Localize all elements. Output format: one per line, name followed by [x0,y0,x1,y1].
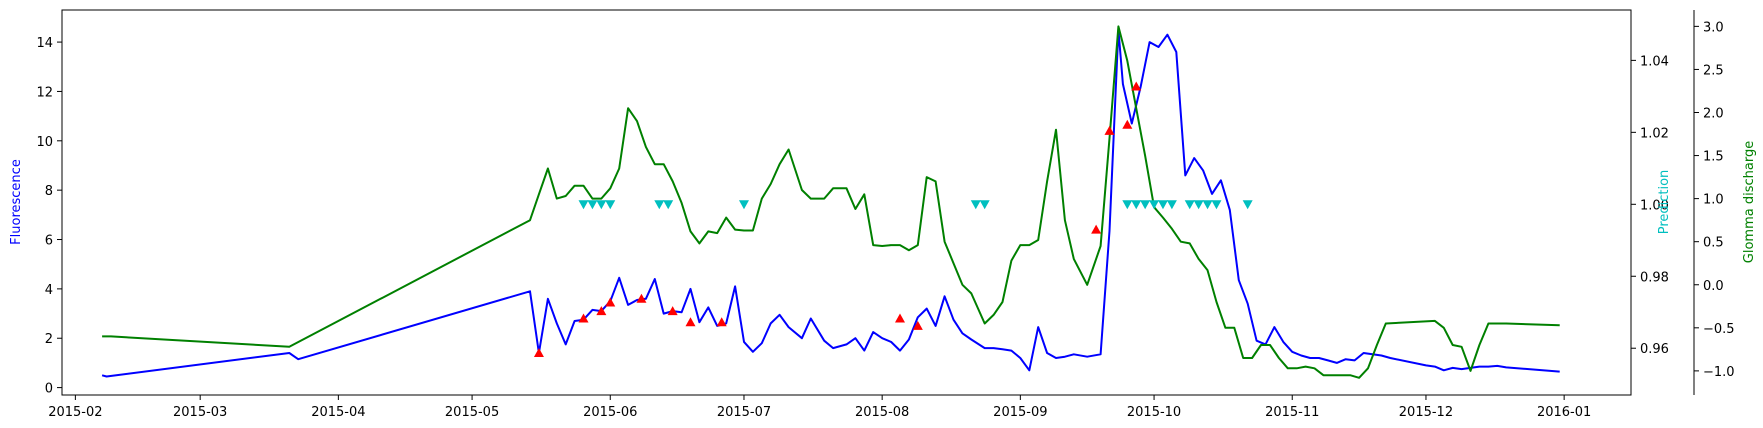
prediction-marker [587,200,598,210]
prediction-marker [979,200,990,210]
fluorescence-marker [533,348,544,358]
prediction-marker [1242,200,1253,210]
glomma-discharge-tick-label: −1.0 [1703,365,1735,380]
glomma-discharge-tick-label: 0.0 [1703,279,1724,294]
prediction-marker [596,200,607,210]
prediction-marker [738,200,749,210]
prediction-marker [663,200,674,210]
prediction-marker [1184,200,1195,210]
prediction-marker [1131,200,1142,210]
fluorescence-marker [716,317,727,327]
glomma-discharge-tick-label: 0.5 [1703,236,1724,251]
prediction-axis-label: Prediction [1657,170,1672,235]
x-tick-label: 2015-02 [48,405,102,420]
prediction-marker [1157,200,1168,210]
fluorescence-marker [605,297,616,307]
fluorescence-tick-label: 12 [36,85,53,100]
x-tick-label: 2015-07 [717,405,771,420]
fluorescence-marker [685,317,696,327]
fluorescence-marker [894,313,905,323]
plot-layer [101,25,1560,379]
prediction-marker [1122,200,1133,210]
fluorescence-marker [667,306,678,316]
fluorescence-tick-label: 10 [36,135,53,150]
glomma-discharge-tick-label: 1.0 [1703,193,1724,208]
x-tick-label: 2016-01 [1537,405,1591,420]
prediction-marker [1166,200,1177,210]
x-tick-label: 2015-04 [311,405,365,420]
fluorescence-tick-label: 0 [45,382,53,397]
prediction-marker [970,200,981,210]
prediction-marker [605,200,616,210]
x-tick-label: 2015-03 [173,405,227,420]
fluorescence-marker [1122,119,1133,129]
prediction-marker [654,200,665,210]
prediction-marker [1140,200,1151,210]
glomma-discharge-tick-label: 1.5 [1703,150,1724,165]
fluorescence-tick-label: 8 [45,184,53,199]
fluorescence-tick-label: 2 [45,332,53,347]
glomma-discharge-tick-label: 2.5 [1703,63,1724,78]
fluorescence-marker [912,320,923,330]
fluorescence-tick-label: 4 [45,283,53,298]
fluorescence-line [101,28,1560,378]
fluorescence-axis-label: Fluorescence [9,159,24,245]
fluorescence-marker [1091,224,1102,234]
prediction-tick-label: 1.00 [1640,198,1669,213]
glomma-discharge-tick-label: 2.0 [1703,106,1724,121]
prediction-tick-label: 1.02 [1640,126,1669,141]
fluorescence-marker [1131,81,1142,91]
fluorescence-marker [596,306,607,316]
prediction-tick-label: 0.96 [1640,342,1669,357]
axis-ticks: 2015-02 2015-03 2015-04 2015-05 2015-06 2015-… [36,20,1734,420]
x-tick-label: 2015-06 [583,405,637,420]
fluorescence-marker [578,313,589,323]
x-tick-label: 2015-08 [855,405,909,420]
fluorescence-marker [636,293,647,303]
prediction-marker [578,200,589,210]
fluorescence-tick-label: 6 [45,234,53,249]
prediction-tick-label: 0.98 [1640,270,1669,285]
plot-frame [61,9,1632,396]
x-tick-label: 2015-11 [1265,405,1319,420]
glomma-discharge-axis-label: Glomma discharge [1742,141,1757,263]
glomma-discharge-line [102,25,1560,379]
prediction-marker [1149,200,1160,210]
prediction-marker [1202,200,1213,210]
fluorescence-marker [1104,125,1115,135]
x-tick-label: 2015-09 [993,405,1047,420]
glomma-discharge-tick-label: 3.0 [1703,20,1724,35]
glomma-discharge-tick-label: −0.5 [1703,322,1735,337]
x-tick-label: 2015-05 [445,405,499,420]
prediction-marker [1211,200,1222,210]
x-tick-label: 2015-12 [1399,405,1453,420]
fluorescence-tick-label: 14 [36,36,53,51]
prediction-tick-label: 1.04 [1640,54,1669,69]
prediction-marker [1193,200,1204,210]
x-tick-label: 2015-10 [1127,405,1181,420]
